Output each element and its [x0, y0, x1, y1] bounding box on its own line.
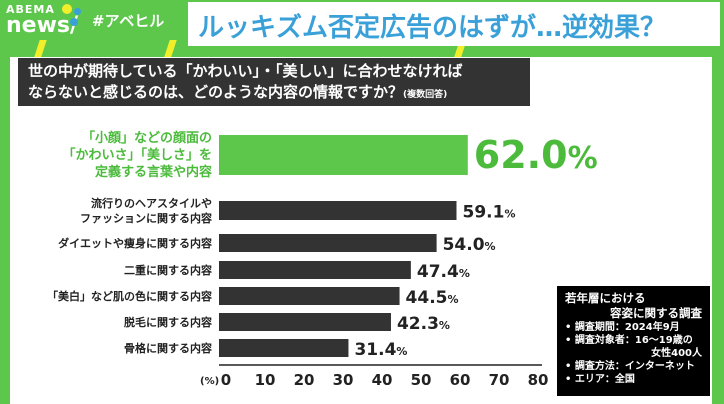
- question-note: (複数回答): [403, 90, 448, 100]
- category-label: 骨格に関する内容: [124, 341, 212, 355]
- category-label: 脱毛に関する内容: [124, 315, 212, 329]
- bar: [219, 313, 391, 331]
- logo-dot: [74, 8, 81, 15]
- question-line1: 世の中が期待している「かわいい」・「美しい」に合わせなければ: [28, 62, 463, 80]
- question-box: 世の中が期待している「かわいい」・「美しい」に合わせなければ ならないと感じるの…: [18, 58, 530, 106]
- logo-dot: [62, 4, 72, 14]
- logo-top: ABEMA: [6, 3, 55, 16]
- data-label: 62.0%: [474, 133, 598, 177]
- x-tick-label: 10: [255, 371, 276, 389]
- survey-item: 調査期間：2024年9月: [574, 322, 680, 333]
- data-label: 59.1%: [462, 203, 515, 223]
- category-label: 流行りのヘアスタイルや: [91, 196, 212, 210]
- category-label: 「かわいさ」「美しさ」を: [62, 147, 212, 163]
- category-label: ファッションに関する内容: [80, 211, 212, 225]
- survey-item: 調査対象者：16〜19歳の: [574, 335, 693, 346]
- data-label: 54.0%: [443, 235, 496, 255]
- headline: ルッキズム否定広告のはずが…逆効果？: [188, 2, 720, 46]
- survey-item: エリア：全国: [574, 374, 635, 385]
- survey-title-2: 容姿に関する調査: [610, 306, 702, 320]
- category-label: 「小顔」などの顔面の: [82, 130, 212, 146]
- x-tick-label: 40: [372, 371, 393, 389]
- x-tick-label: 80: [528, 371, 549, 389]
- data-label: 47.4%: [417, 262, 470, 282]
- data-label: 44.5%: [406, 288, 459, 308]
- data-label: 31.4%: [354, 340, 407, 360]
- bar: [219, 339, 349, 357]
- x-tick-label: 20: [294, 371, 315, 389]
- x-tick-label: 70: [489, 371, 510, 389]
- survey-note: 若年層における 容姿に関する調査 • 調査期間：2024年9月 • 調査対象者：…: [557, 286, 710, 396]
- survey-item: 女性400人: [651, 348, 702, 359]
- x-tick-label: 50: [411, 371, 432, 389]
- x-axis-label: (%): [200, 376, 219, 387]
- category-label: 二重に関する内容: [124, 263, 212, 277]
- bar: [219, 261, 411, 279]
- logo-dot: [70, 18, 78, 26]
- data-label: 42.3%: [397, 314, 450, 334]
- x-tick-label: 30: [333, 371, 354, 389]
- bar: [219, 135, 468, 175]
- category-label: 「美白」など肌の色に関する内容: [47, 289, 212, 303]
- question-line2: ならないと感じるのは、どのような内容の情報ですか？: [28, 83, 404, 101]
- abema-news-logo: ABEMA news/: [6, 4, 78, 37]
- survey-title-1: 若年層における: [565, 291, 646, 305]
- bar: [219, 287, 400, 305]
- x-tick-label: 0: [221, 371, 231, 389]
- bar: [219, 201, 457, 220]
- category-label: 定義する言葉や内容: [94, 164, 212, 180]
- bar: [219, 234, 437, 252]
- x-tick-label: 60: [450, 371, 471, 389]
- survey-item: 調査方法：インターネット: [574, 361, 695, 372]
- logo-bottom: news/: [6, 13, 79, 38]
- hashtag: #アベヒル: [92, 12, 165, 30]
- category-label: ダイエットや痩身に関する内容: [58, 236, 212, 250]
